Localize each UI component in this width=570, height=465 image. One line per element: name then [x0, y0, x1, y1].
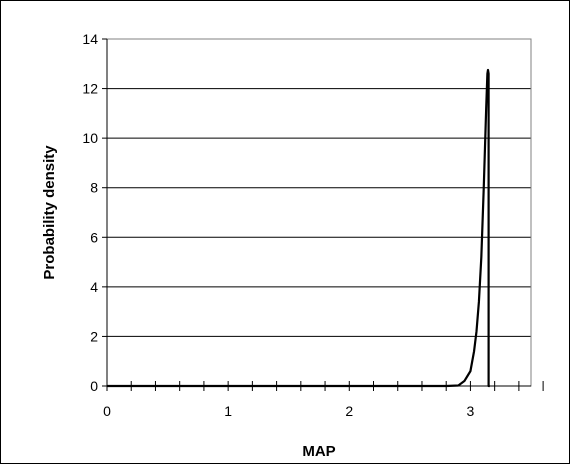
x-tick-label: 1 [224, 403, 232, 419]
y-axis-title: Probability density [41, 145, 58, 280]
y-tick-label: 0 [90, 378, 98, 394]
x-tick-label: 0 [103, 403, 111, 419]
axes [102, 38, 544, 391]
y-tick-label: 4 [90, 279, 98, 295]
y-tick-label: 14 [82, 31, 98, 47]
y-tick-label: 8 [90, 180, 98, 196]
y-tick-label: 6 [90, 229, 98, 245]
grid-lines [107, 38, 531, 337]
y-tick-label: 12 [82, 81, 98, 97]
plot-area [106, 38, 532, 387]
x-tick-label: 3 [467, 403, 475, 419]
y-tick-label: 2 [90, 328, 98, 344]
x-axis-title: MAP [302, 443, 335, 460]
density-curve [107, 68, 490, 388]
y-tick-label: 10 [82, 130, 98, 146]
x-tick-label: 2 [345, 403, 353, 419]
